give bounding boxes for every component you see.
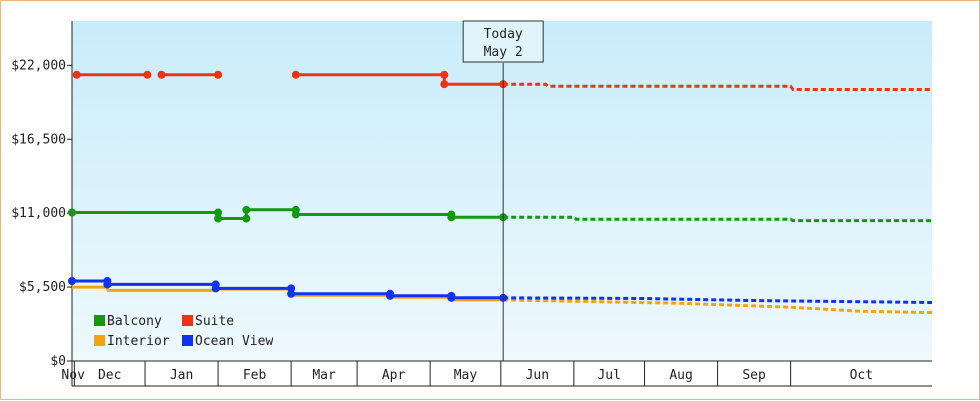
x-tick-label: Jun — [526, 368, 549, 383]
x-tick-label: Mar — [312, 368, 336, 383]
y-tick-label: $11,000 — [11, 206, 66, 221]
series-suite — [72, 70, 932, 91]
y-tick-label: $0 — [50, 354, 66, 369]
x-tick-label: Dec — [98, 368, 121, 383]
legend-swatch-ocean-view — [182, 335, 193, 346]
series-forecast-ocean-view — [503, 296, 933, 304]
today-box — [462, 20, 544, 63]
series-point-balcony — [242, 214, 251, 223]
series-point-ocean-view — [103, 280, 112, 289]
series-point-suite — [157, 70, 166, 79]
today-date-label: May 2 — [484, 45, 523, 60]
legend-label-interior: Interior — [107, 334, 170, 349]
x-tick-label: Nov — [61, 368, 85, 383]
series-point-suite — [214, 70, 223, 79]
legend-label-suite: Suite — [195, 314, 234, 329]
series-point-ocean-view — [68, 277, 76, 286]
series-forecast-suite — [503, 82, 932, 91]
series-balcony — [68, 205, 932, 223]
legend-label-balcony: Balcony — [107, 314, 162, 329]
series-point-ocean-view — [211, 284, 220, 293]
x-tick-label: Apr — [382, 368, 406, 383]
x-tick-label: Sep — [742, 368, 766, 383]
y-tick-label: $22,000 — [11, 58, 66, 73]
legend-swatch-suite — [182, 315, 193, 326]
series-point-balcony — [214, 214, 223, 223]
series-point-ocean-view — [447, 293, 456, 302]
legend-label-ocean-view: Ocean View — [195, 334, 273, 349]
series-point-suite — [440, 70, 449, 79]
x-tick-label: Feb — [243, 368, 267, 383]
x-tick-label: Jul — [597, 368, 620, 383]
x-tick-label: May — [454, 368, 478, 383]
series-point-suite — [143, 70, 152, 79]
y-tick-label: $5,500 — [19, 280, 66, 295]
today-label: Today — [484, 27, 523, 42]
legend-swatch-interior — [94, 335, 105, 346]
legend-swatch-balcony — [94, 315, 105, 326]
series-point-ocean-view — [287, 289, 296, 298]
series-point-balcony — [447, 213, 456, 222]
series-point-suite — [72, 70, 81, 79]
series-forecast-interior — [503, 298, 933, 315]
series-point-balcony — [214, 208, 223, 217]
series-forecast-balcony — [503, 215, 932, 223]
series-point-balcony — [68, 208, 76, 217]
x-tick-label: Aug — [669, 368, 692, 383]
series-point-suite — [291, 70, 300, 79]
plot-area — [72, 21, 932, 361]
series-point-balcony — [242, 205, 251, 214]
y-tick-label: $16,500 — [11, 132, 66, 147]
series-ocean-view — [68, 277, 933, 304]
series-point-balcony — [291, 210, 300, 219]
x-tick-label: Oct — [850, 368, 873, 383]
x-tick-label: Jan — [170, 368, 193, 383]
series-point-ocean-view — [386, 291, 395, 300]
series-point-suite — [440, 80, 449, 89]
